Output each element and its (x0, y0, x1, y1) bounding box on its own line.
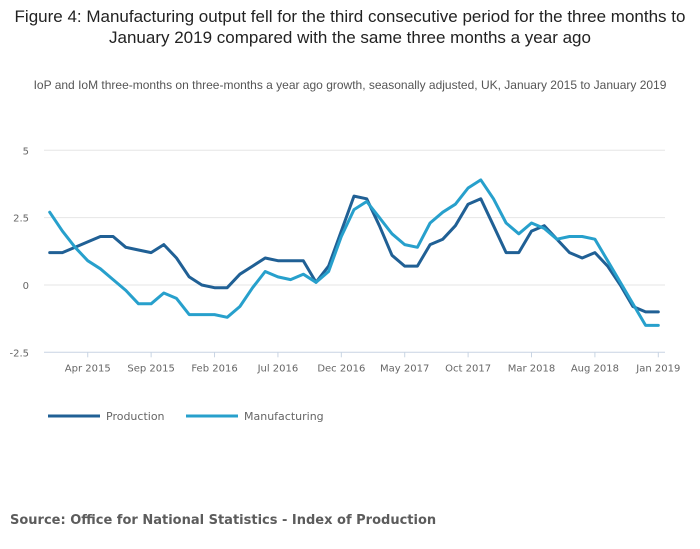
x-tick-label: Oct 2017 (445, 363, 491, 374)
legend-label-manufacturing: Manufacturing (244, 410, 324, 423)
x-tick-label: Aug 2018 (571, 363, 619, 374)
legend-label-production: Production (106, 410, 165, 423)
legend-item-production[interactable]: Production (48, 410, 165, 423)
series-line-production[interactable] (48, 194, 660, 314)
y-axis: 5 2.5 0 -2.5 (9, 146, 29, 359)
y-tick-label: 2.5 (13, 214, 29, 225)
x-tick-label: Feb 2016 (191, 363, 237, 374)
x-axis: Apr 2015 Sep 2015 Feb 2016 Jul 2016 Dec 2016… (65, 352, 680, 374)
chart-title: Figure 4: Manufacturing output fell for … (14, 7, 686, 47)
source-note: Source: Office for National Statistics -… (10, 513, 437, 528)
x-tick-label: Apr 2015 (65, 363, 111, 374)
y-tick-label: 0 (23, 281, 29, 292)
x-tick-label: May 2017 (380, 363, 429, 374)
y-tick-label: -2.5 (9, 348, 29, 359)
x-tick-label: Dec 2016 (317, 363, 365, 374)
x-tick-label: Sep 2015 (127, 363, 174, 374)
y-tick-label: 5 (23, 146, 29, 157)
x-tick-label: Jul 2016 (257, 363, 299, 374)
legend-item-manufacturing[interactable]: Manufacturing (186, 410, 324, 423)
x-tick-label: Jan 2019 (635, 363, 680, 374)
series-lines (48, 178, 660, 327)
gridlines (44, 149, 665, 353)
chart-subtitle: IoP and IoM three-months on three-months… (33, 78, 667, 92)
x-tick-label: Mar 2018 (508, 363, 556, 374)
series-line-manufacturing[interactable] (48, 178, 660, 327)
legend: Production Manufacturing (48, 410, 324, 423)
